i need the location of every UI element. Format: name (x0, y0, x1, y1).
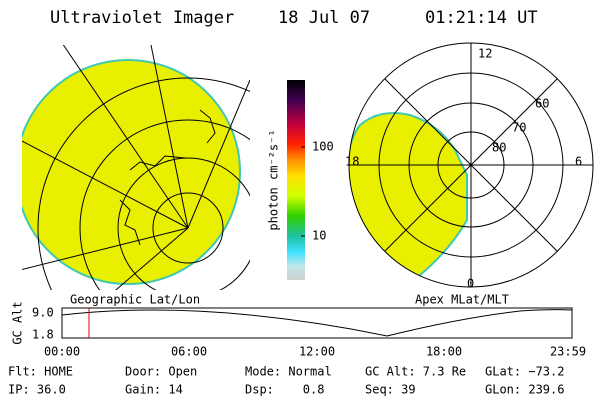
time: 01:21:14 UT (425, 8, 538, 28)
time-tick-label: 18:00 (426, 345, 462, 359)
polar-label: 70 (512, 121, 526, 135)
status-field: GLat: −73.2 (485, 365, 564, 379)
date: 18 Jul 07 (278, 8, 370, 28)
colorbar-tick-label: 100 (312, 140, 334, 154)
polar-label: 6 (575, 155, 582, 169)
colorbar (287, 80, 305, 280)
status-field: Dsp: 0.8 (245, 383, 324, 397)
caption: Geographic Lat/Lon (70, 293, 200, 307)
altitude-frame (61, 307, 573, 339)
polar-label: 12 (478, 47, 492, 61)
colorbar-tick-label: 10 (312, 229, 326, 243)
polar-image: 12 60 70 80 18 6 0 (345, 42, 594, 291)
altitude-axis-label: GC Alt (11, 301, 25, 344)
altitude-tick-label: 9.0 (32, 306, 54, 320)
status-field: Seq: 39 (365, 383, 416, 397)
status-footer: Flt: HOME Door: Open Mode: Normal GC Alt: 7… (8, 365, 564, 397)
title: Ultraviolet Imager (50, 8, 234, 28)
time-tick-label: 12:00 (299, 345, 335, 359)
time-tick-label: 06:00 (171, 345, 207, 359)
status-field: Mode: Normal (245, 365, 332, 379)
status-field: GC Alt: 7.3 Re (365, 365, 466, 379)
polar-label: 0 (467, 277, 474, 291)
status-field: Door: Open (125, 365, 197, 379)
altitude-curve (61, 309, 573, 337)
altitude-tick-label: 1.8 (32, 328, 54, 342)
globe-image (22, 45, 250, 290)
status-field: Gain: 14 (125, 383, 183, 397)
polar-label: 18 (345, 155, 359, 169)
status-field: IP: 36.0 (8, 383, 66, 397)
polar-label: 60 (535, 97, 549, 111)
polar-label: 80 (492, 141, 506, 155)
status-field: Flt: HOME (8, 365, 73, 379)
time-tick-label: 00:00 (44, 345, 80, 359)
status-field: GLon: 239.6 (485, 383, 564, 397)
colorbar-label: photon cm⁻²s⁻¹ (267, 129, 281, 230)
time-tick-label: 23:59 (550, 345, 586, 359)
caption: Apex MLat/MLT (415, 293, 509, 307)
